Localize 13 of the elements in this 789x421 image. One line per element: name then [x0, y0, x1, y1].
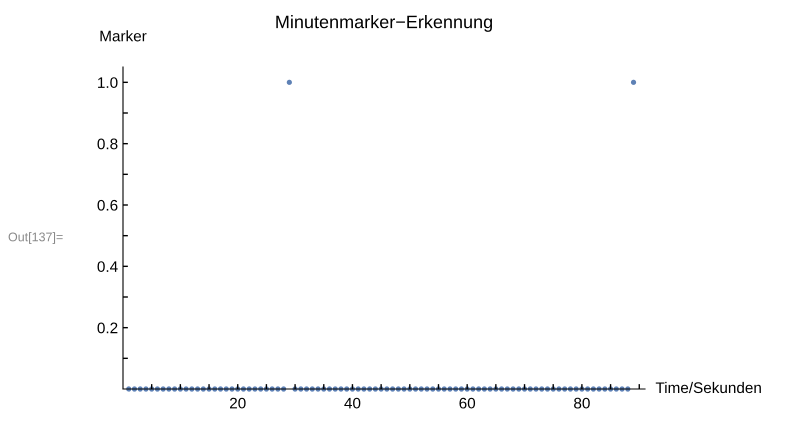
- chart-title: Minutenmarker−Erkennung: [276, 15, 492, 32]
- x-tick-label: 60: [459, 398, 476, 409]
- x-tick-label: 80: [574, 398, 590, 409]
- x-tick-label: 20: [230, 398, 246, 409]
- x-axis-title: Time/Sekunden: [656, 382, 761, 394]
- x-tick-label: 40: [344, 398, 360, 409]
- y-tick-label: 0.6: [98, 200, 118, 211]
- y-tick-label: 0.4: [98, 261, 118, 272]
- text: Out[137]=: [8, 232, 63, 244]
- y-tick-label: 1.0: [98, 77, 118, 88]
- y-axis-title: Marker: [100, 30, 147, 42]
- y-tick-label: 0.2: [98, 322, 118, 334]
- y-tick-label: 0.8: [98, 138, 118, 150]
